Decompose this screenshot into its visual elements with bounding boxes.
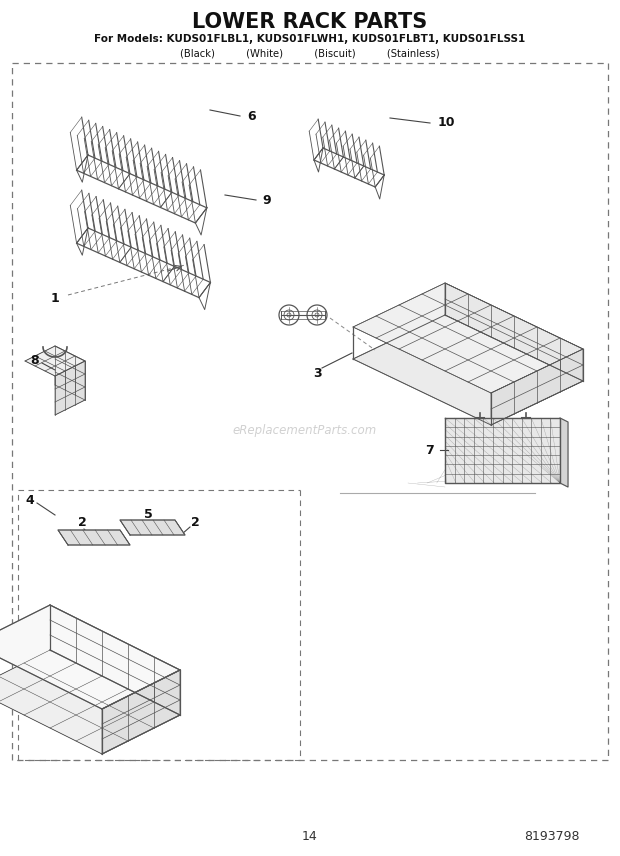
Polygon shape (353, 283, 583, 393)
Text: 5: 5 (144, 508, 153, 521)
Polygon shape (0, 605, 180, 709)
Text: 2: 2 (78, 516, 86, 530)
Text: 9: 9 (262, 193, 270, 206)
Polygon shape (25, 346, 85, 376)
Polygon shape (445, 283, 583, 381)
Text: 8193798: 8193798 (525, 829, 580, 842)
Text: 10: 10 (438, 116, 456, 128)
Polygon shape (353, 315, 583, 425)
Polygon shape (55, 346, 85, 400)
Text: 2: 2 (190, 516, 200, 530)
Text: 14: 14 (302, 829, 318, 842)
Polygon shape (560, 418, 568, 487)
Polygon shape (50, 605, 180, 715)
Polygon shape (120, 520, 185, 535)
Text: 7: 7 (425, 443, 434, 456)
Polygon shape (491, 349, 583, 425)
Polygon shape (58, 530, 130, 545)
Polygon shape (445, 418, 560, 483)
Polygon shape (0, 650, 180, 754)
Text: 3: 3 (312, 366, 321, 379)
Text: For Models: KUDS01FLBL1, KUDS01FLWH1, KUDS01FLBT1, KUDS01FLSS1: For Models: KUDS01FLBL1, KUDS01FLWH1, KU… (94, 34, 526, 44)
Text: 4: 4 (25, 494, 34, 507)
Text: 8: 8 (30, 354, 39, 366)
Text: 1: 1 (51, 292, 60, 305)
Text: eReplacementParts.com: eReplacementParts.com (233, 424, 377, 437)
Polygon shape (55, 361, 85, 415)
Text: (Black)          (White)          (Biscuit)          (Stainless): (Black) (White) (Biscuit) (Stainless) (180, 48, 440, 58)
Polygon shape (102, 670, 180, 754)
Text: LOWER RACK PARTS: LOWER RACK PARTS (192, 12, 428, 32)
Text: 6: 6 (247, 110, 255, 122)
